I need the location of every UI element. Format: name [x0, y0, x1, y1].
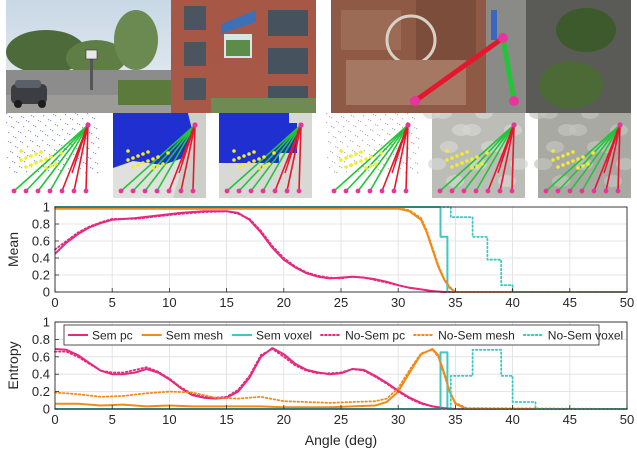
aerial-view-illustration — [331, 0, 631, 113]
x-tick-label: 40 — [505, 295, 519, 310]
y-tick-label: 1 — [43, 200, 50, 215]
legend-entry: No-Sem mesh — [413, 328, 515, 342]
series-line-no-sem-pc — [54, 210, 628, 293]
x-tick-label: 0 — [51, 412, 58, 427]
x-tick-label: 0 — [51, 295, 58, 310]
series-line-no-sem-mesh — [54, 206, 628, 293]
x-tick-label: 50 — [620, 412, 634, 427]
x-tick-label: 40 — [505, 412, 519, 427]
x-tick-label: 10 — [162, 295, 176, 310]
legend-entry: No-Sem voxel — [522, 328, 623, 342]
y-tick-label: 0.2 — [32, 384, 50, 399]
series-line-no-sem-voxel — [54, 348, 628, 410]
aerial-view-photo — [331, 0, 631, 113]
legend-label: No-Sem pc — [345, 328, 405, 342]
series-line-no-sem-mesh — [54, 348, 628, 410]
x-tick-label: 30 — [391, 412, 405, 427]
x-tick-label: 5 — [109, 412, 116, 427]
y-tick-label: 1 — [43, 315, 50, 330]
street-view-illustration — [6, 0, 316, 113]
x-tick-label: 25 — [334, 412, 348, 427]
y-tick-label: 0.8 — [32, 332, 50, 347]
y-tick-label: 0 — [43, 402, 50, 417]
x-tick-label: 5 — [109, 295, 116, 310]
chart-2: 0 5 10 15 20 25 30 35 40 45 5000.20.40.60.81Entrop… — [5, 315, 634, 449]
legend-label: Sem voxel — [256, 328, 312, 342]
thumbnail-5 — [423, 113, 528, 198]
x-tick-label: 45 — [563, 295, 577, 310]
street-view-photo — [6, 0, 316, 113]
x-tick-label: 15 — [219, 295, 233, 310]
x-tick-label: 30 — [391, 295, 405, 310]
legend-entry: Sem voxel — [232, 328, 312, 342]
thumbnail-1 — [6, 113, 100, 198]
series-line-no-sem-voxel — [54, 206, 628, 293]
x-tick-label: 20 — [277, 295, 291, 310]
x-tick-label: 35 — [448, 295, 462, 310]
thumbnail-row — [6, 113, 631, 198]
y-tick-label: 0 — [43, 285, 50, 300]
legend: Sem pc Sem mesh Sem voxel No-Sem pc No-Sem m… — [63, 324, 623, 346]
y-tick-label: 0.6 — [32, 234, 50, 249]
y-tick-label: 0.2 — [32, 268, 50, 283]
y-tick-label: 0.4 — [32, 251, 50, 266]
thumbnail-3 — [219, 113, 312, 198]
thumbnail-2 — [113, 113, 206, 198]
x-tick-label: 25 — [334, 295, 348, 310]
y-tick-label: 0.4 — [32, 367, 50, 382]
y-tick-label: 0.6 — [32, 349, 50, 364]
x-axis-label: Angle (deg) — [305, 432, 377, 448]
x-tick-label: 20 — [277, 412, 291, 427]
thumbnail-6 — [529, 113, 631, 198]
x-tick-label: 45 — [563, 412, 577, 427]
legend-entry: Sem mesh — [141, 328, 223, 342]
legend-label: Sem pc — [92, 328, 133, 342]
legend-entry: Sem pc — [68, 328, 133, 342]
x-tick-label: 35 — [448, 412, 462, 427]
legend-label: No-Sem voxel — [548, 328, 623, 342]
thumbnail-illustrations — [6, 113, 631, 198]
legend-label: No-Sem mesh — [438, 328, 515, 342]
y-tick-label: 0.8 — [32, 217, 50, 232]
legend-entry: No-Sem pc — [320, 328, 405, 342]
thumbnail-4 — [326, 113, 420, 198]
x-tick-label: 10 — [162, 412, 176, 427]
y-axis-label: Entropy — [5, 341, 21, 389]
series-line-no-sem-pc — [54, 348, 628, 410]
legend-label: Sem mesh — [166, 328, 223, 342]
y-axis-label: Mean — [5, 232, 21, 267]
x-tick-label: 15 — [219, 412, 233, 427]
x-tick-label: 50 — [620, 295, 634, 310]
